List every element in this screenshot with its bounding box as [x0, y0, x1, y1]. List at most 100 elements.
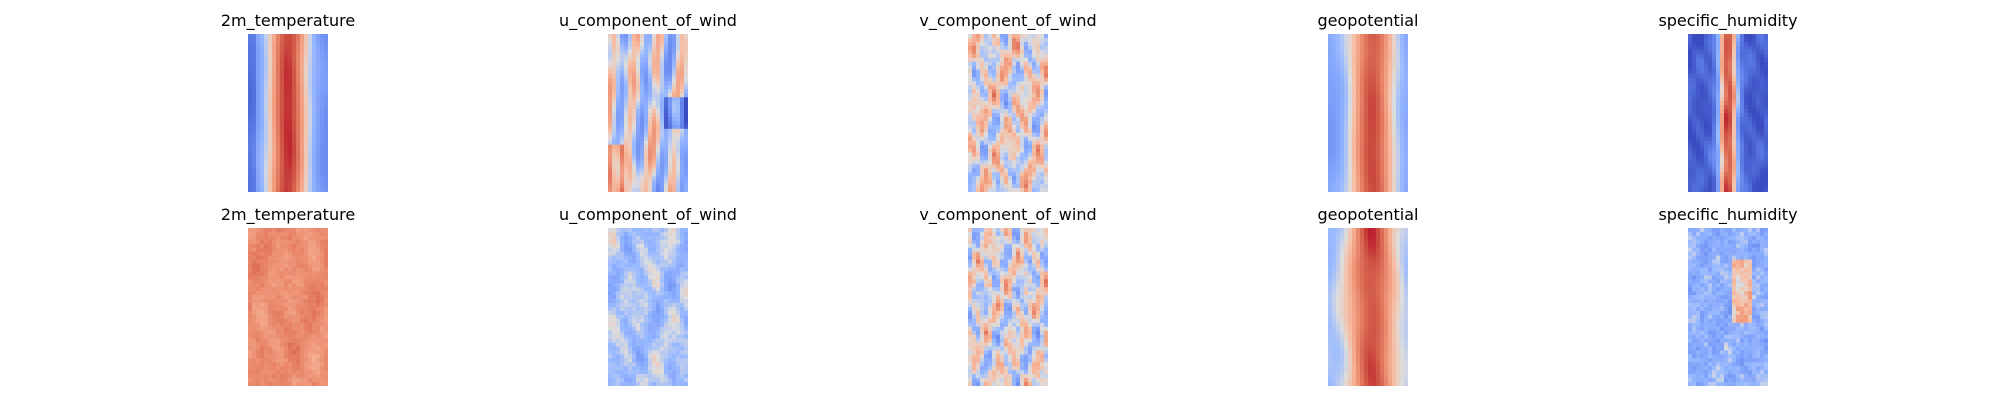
heatmap-cell [288, 342, 293, 347]
panel-u-wind-top: u_component_of_wind [559, 12, 737, 212]
heatmap-cell [1028, 37, 1033, 43]
heatmap-cell [1332, 132, 1337, 137]
heatmap-cell [644, 188, 649, 192]
heatmap-cell [1368, 65, 1373, 70]
heatmap-cell [260, 168, 265, 173]
heatmap-cell [296, 53, 301, 58]
heatmap-cell [644, 160, 649, 165]
heatmap-cell [1016, 160, 1021, 165]
heatmap-cell [272, 109, 277, 114]
heatmap-cell [308, 120, 313, 126]
heatmap-cell [312, 247, 317, 252]
heatmap-cell [972, 49, 977, 55]
heatmap-cell [280, 148, 285, 153]
heatmap-cell [620, 228, 625, 233]
heatmap-cell [988, 152, 993, 157]
heatmap-cell [308, 239, 313, 245]
heatmap-cell [264, 228, 269, 233]
heatmap-cell [1352, 85, 1357, 90]
heatmap-cell [1708, 73, 1713, 78]
heatmap-cell [608, 93, 613, 98]
heatmap-cell [300, 366, 305, 371]
heatmap-cell [972, 140, 977, 145]
heatmap-cell [1328, 41, 1333, 47]
heatmap-cell [624, 172, 629, 177]
heatmap-cell [608, 69, 613, 74]
heatmap-cell [620, 172, 625, 177]
heatmap-cell [1368, 116, 1373, 122]
heatmap-cell [1384, 97, 1389, 102]
heatmap-cell [1688, 37, 1693, 43]
heatmap-cell [972, 116, 977, 122]
heatmap-cell [256, 132, 261, 137]
heatmap-cell [1344, 176, 1349, 181]
heatmap-cell [312, 93, 317, 98]
heatmap-cell [292, 188, 297, 192]
heatmap-cell [272, 184, 277, 189]
heatmap-cell [1008, 61, 1013, 66]
heatmap-cell [676, 77, 681, 82]
heatmap-cell [1384, 34, 1389, 39]
heatmap-cell [664, 136, 669, 141]
heatmap-cell [1736, 176, 1741, 181]
heatmap-cell [1028, 124, 1033, 130]
heatmap-cell [252, 346, 257, 351]
heatmap-cell [1400, 85, 1405, 90]
heatmap-cell [276, 116, 281, 122]
heatmap-cell [1344, 34, 1349, 39]
heatmap-cell [300, 105, 305, 110]
heatmap-cell [636, 41, 641, 47]
heatmap-cell [308, 326, 313, 331]
heatmap-cell [1748, 180, 1753, 185]
heatmap-cell [1392, 49, 1397, 55]
heatmap-cell [972, 188, 977, 192]
heatmap-cell [260, 239, 265, 245]
heatmap-cell [1008, 176, 1013, 181]
heatmap-cell [1696, 124, 1701, 130]
heatmap-cell [1756, 41, 1761, 47]
heatmap-cell [300, 148, 305, 153]
heatmap-cell [1752, 97, 1757, 102]
heatmap-cell [1384, 124, 1389, 130]
heatmap-cell [1340, 136, 1345, 141]
heatmap-cell [668, 49, 673, 55]
heatmap-cell [1024, 168, 1029, 173]
heatmap-cell [312, 271, 317, 276]
heatmap-cell [676, 89, 681, 94]
heatmap-cell [1040, 53, 1045, 58]
heatmap-cell [1748, 65, 1753, 70]
heatmap-cell [664, 144, 669, 149]
heatmap-cell [320, 295, 325, 300]
heatmap-cell [992, 120, 997, 126]
heatmap-cell [1764, 105, 1768, 110]
heatmap-cell [284, 310, 289, 316]
heatmap-cell [1344, 136, 1349, 141]
heatmap-cell [1372, 128, 1377, 134]
heatmap-cell [320, 271, 325, 276]
heatmap-cell [272, 326, 277, 331]
heatmap-cell [316, 81, 321, 86]
heatmap-cell [1712, 128, 1717, 134]
heatmap-cell [276, 120, 281, 126]
heatmap-cell [1400, 120, 1405, 126]
heatmap-cell [636, 156, 641, 161]
heatmap-cell [640, 255, 645, 260]
heatmap-cell [676, 93, 681, 98]
heatmap-cell [1708, 124, 1713, 130]
heatmap-cell [264, 358, 269, 363]
heatmap-cell [968, 45, 973, 51]
heatmap-cell [1336, 160, 1341, 165]
heatmap-cell [1364, 172, 1369, 177]
heatmap-cell [1012, 113, 1017, 118]
heatmap-cell [256, 164, 261, 169]
heatmap-cell [320, 188, 325, 192]
heatmap-cell [1044, 113, 1048, 118]
heatmap-cell [1368, 61, 1373, 66]
heatmap-cell [1344, 172, 1349, 177]
heatmap-cell [660, 168, 665, 173]
heatmap-cell [1400, 53, 1405, 58]
heatmap-cell [636, 49, 641, 55]
heatmap-cell [672, 34, 677, 39]
heatmap-cell [1040, 105, 1045, 110]
heatmap-cell [628, 152, 633, 157]
